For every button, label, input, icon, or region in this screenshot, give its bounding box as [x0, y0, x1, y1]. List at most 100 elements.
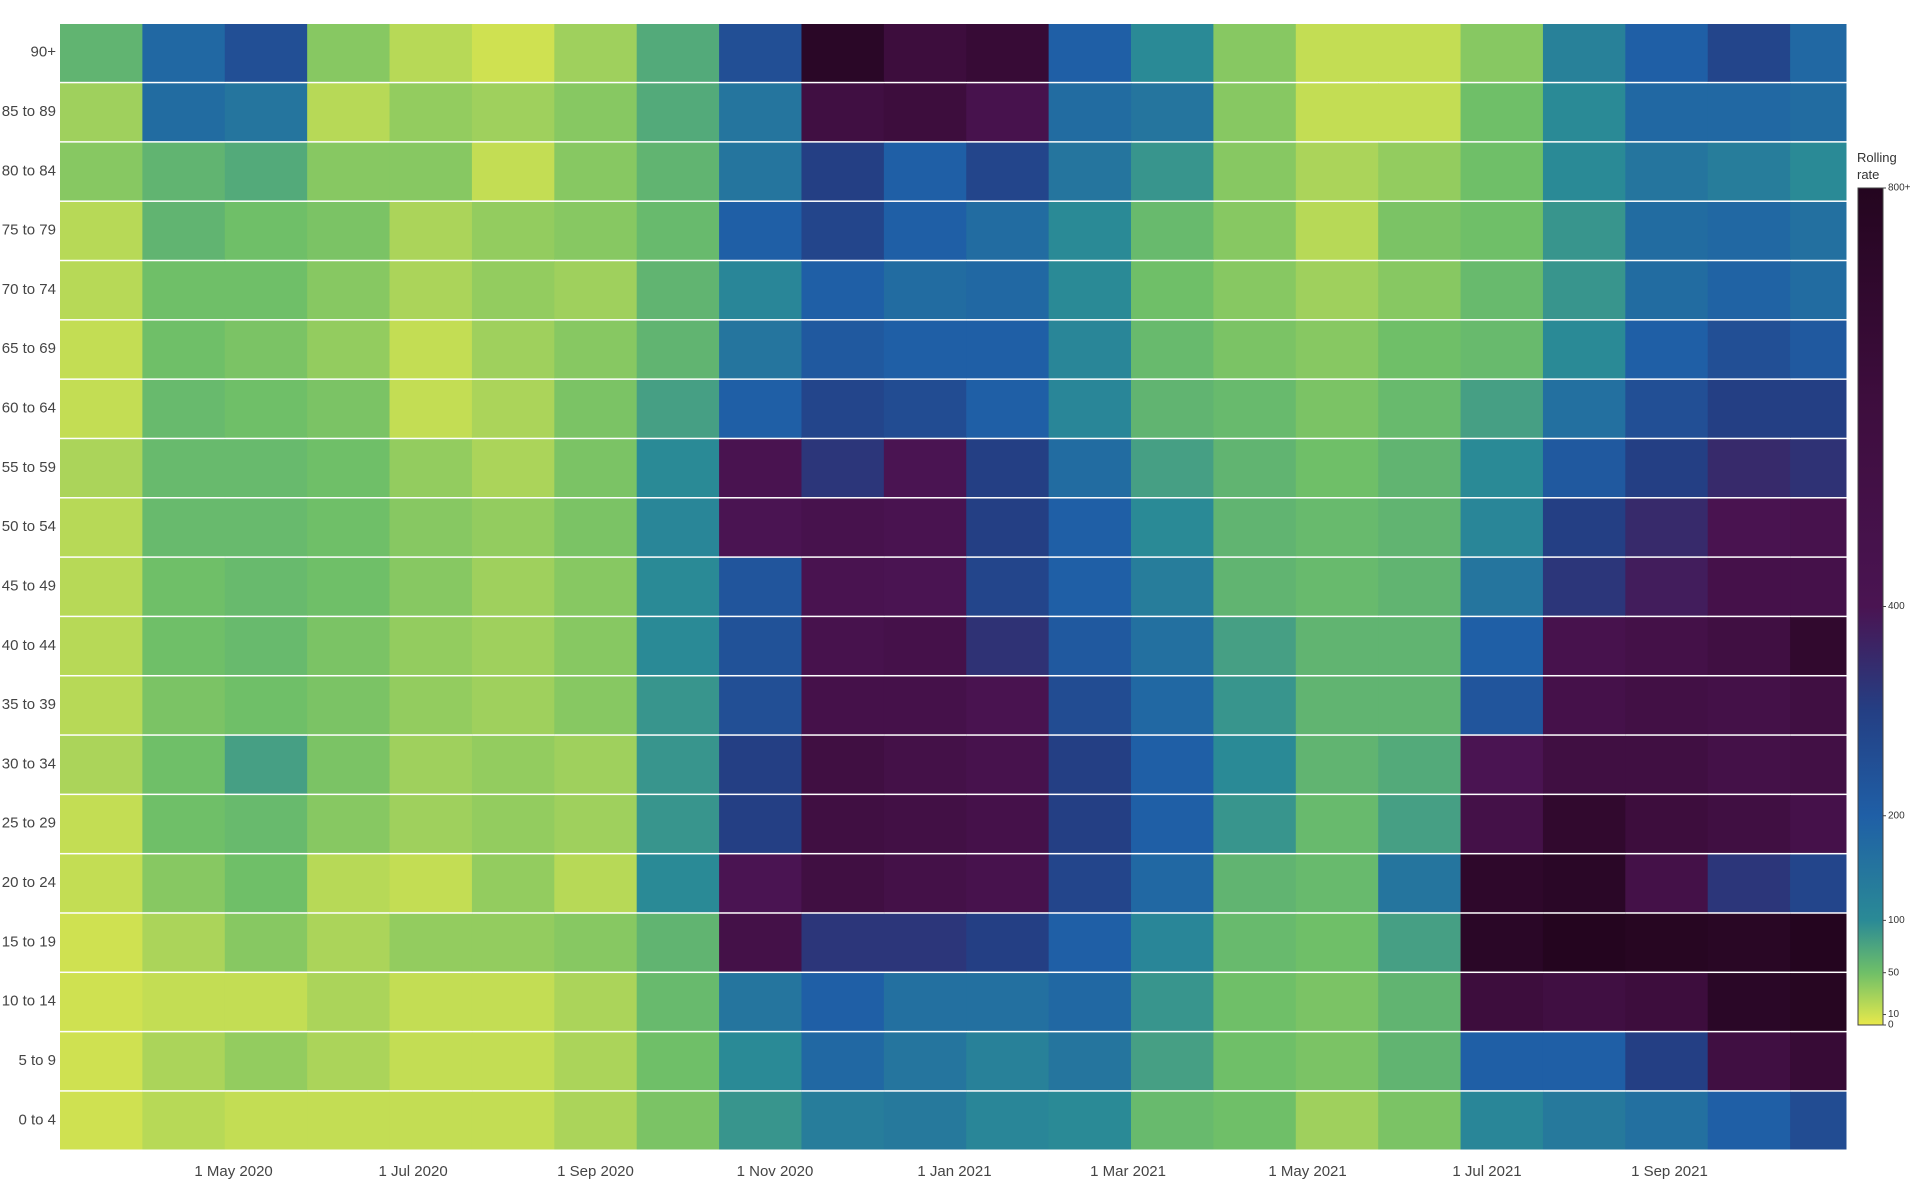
heatmap-cell [1790, 201, 1847, 260]
heatmap-cell [1048, 498, 1132, 557]
heatmap-cell [1460, 1091, 1544, 1150]
heatmap-cell [636, 142, 720, 201]
heatmap-cell [1460, 24, 1544, 82]
heatmap-cell [389, 735, 473, 794]
heatmap-cell [1790, 795, 1847, 853]
colorbar-tick-label: 200 [1888, 810, 1905, 821]
heatmap-cell [471, 617, 555, 675]
heatmap-cell [1048, 1091, 1132, 1150]
y-tick-label: 60 to 64 [2, 400, 56, 417]
heatmap-cell [1295, 142, 1379, 201]
x-tick-label: 1 Jul 2021 [1452, 1163, 1521, 1180]
colorbar-tick-label: 800+ [1888, 183, 1911, 194]
heatmap-cell [471, 1091, 555, 1150]
heatmap-cell [471, 24, 555, 82]
heatmap-cell [1048, 201, 1132, 260]
heatmap-cell [554, 24, 638, 82]
heatmap-cell [883, 735, 967, 794]
heatmap-cell [307, 854, 391, 913]
heatmap-cell [1295, 1091, 1379, 1150]
heatmap-cell [554, 795, 638, 853]
heatmap-cell [60, 676, 143, 735]
heatmap-cell [801, 676, 885, 735]
heatmap-cell [1790, 973, 1847, 1031]
heatmap-cell [966, 1091, 1050, 1150]
heatmap-cell [1048, 676, 1132, 735]
heatmap-cell [1048, 24, 1132, 82]
heatmap-cell [60, 973, 143, 1031]
heatmap-cell [554, 557, 638, 616]
heatmap-cell [1460, 261, 1544, 320]
heatmap-cell [1131, 439, 1214, 498]
heatmap-cell [1378, 617, 1462, 675]
heatmap-cell [1707, 973, 1791, 1031]
heatmap-cell [1625, 439, 1709, 498]
heatmap-cell [636, 201, 720, 260]
heatmap-cell [966, 83, 1050, 142]
heatmap-cell [1707, 795, 1791, 853]
heatmap-cell [1131, 142, 1214, 201]
heatmap-cell [1460, 1032, 1544, 1091]
heatmap-cell [307, 320, 391, 379]
heatmap-cell [966, 854, 1050, 913]
heatmap-cell [307, 676, 391, 735]
heatmap-cell [1295, 201, 1379, 260]
heatmap-cell [636, 617, 720, 675]
heatmap-cell [636, 735, 720, 794]
heatmap-cell [1460, 83, 1544, 142]
heatmap-cell [554, 973, 638, 1031]
heatmap-cell [883, 854, 967, 913]
heatmap-cell [966, 142, 1050, 201]
heatmap-cell [1790, 498, 1847, 557]
x-tick-label: 1 Mar 2021 [1090, 1163, 1166, 1180]
y-tick-label: 25 to 29 [2, 815, 56, 832]
heatmap-cell [1213, 498, 1297, 557]
heatmap-cell [1048, 1032, 1132, 1091]
y-tick-label: 5 to 9 [18, 1052, 56, 1069]
heatmap-cell [1295, 379, 1379, 438]
heatmap-cell [554, 1091, 638, 1150]
heatmap-cell [307, 1032, 391, 1091]
heatmap-cell [307, 735, 391, 794]
heatmap-cell [1790, 1091, 1847, 1150]
heatmap-cell [636, 24, 720, 82]
heatmap-cell [1625, 142, 1709, 201]
heatmap-cell [1295, 973, 1379, 1031]
colorbar [1857, 187, 1884, 1026]
heatmap-cell [60, 617, 143, 675]
heatmap-cell [60, 83, 143, 142]
heatmap-cell [966, 735, 1050, 794]
heatmap-cell [1790, 1032, 1847, 1091]
heatmap-cell [1625, 735, 1709, 794]
heatmap-cell [1542, 320, 1626, 379]
heatmap-cell [801, 261, 885, 320]
heatmap-cell [1131, 83, 1214, 142]
heatmap-cell [1295, 1032, 1379, 1091]
heatmap-cell [1048, 379, 1132, 438]
heatmap-cell [307, 617, 391, 675]
heatmap-cell [1790, 676, 1847, 735]
heatmap-cell [801, 24, 885, 82]
heatmap-cell [1213, 676, 1297, 735]
heatmap-cell [883, 261, 967, 320]
heatmap-cell [471, 1032, 555, 1091]
heatmap-cell [1295, 735, 1379, 794]
heatmap-cell [883, 439, 967, 498]
heatmap-cell [142, 795, 226, 853]
heatmap-cell [1707, 1091, 1791, 1150]
heatmap-cell [1131, 735, 1214, 794]
heatmap-cell [1378, 854, 1462, 913]
heatmap-cell [307, 439, 391, 498]
heatmap-cell [1048, 557, 1132, 616]
heatmap-cell [1131, 201, 1214, 260]
heatmap-cell [883, 142, 967, 201]
heatmap-cell [60, 142, 143, 201]
y-tick-label: 70 to 74 [2, 281, 56, 298]
heatmap-cell [307, 261, 391, 320]
heatmap-cell [1542, 83, 1626, 142]
heatmap-cell [142, 735, 226, 794]
heatmap-cell [1460, 379, 1544, 438]
heatmap-cell [1213, 261, 1297, 320]
heatmap-cell [389, 795, 473, 853]
heatmap-cell [719, 1091, 802, 1150]
